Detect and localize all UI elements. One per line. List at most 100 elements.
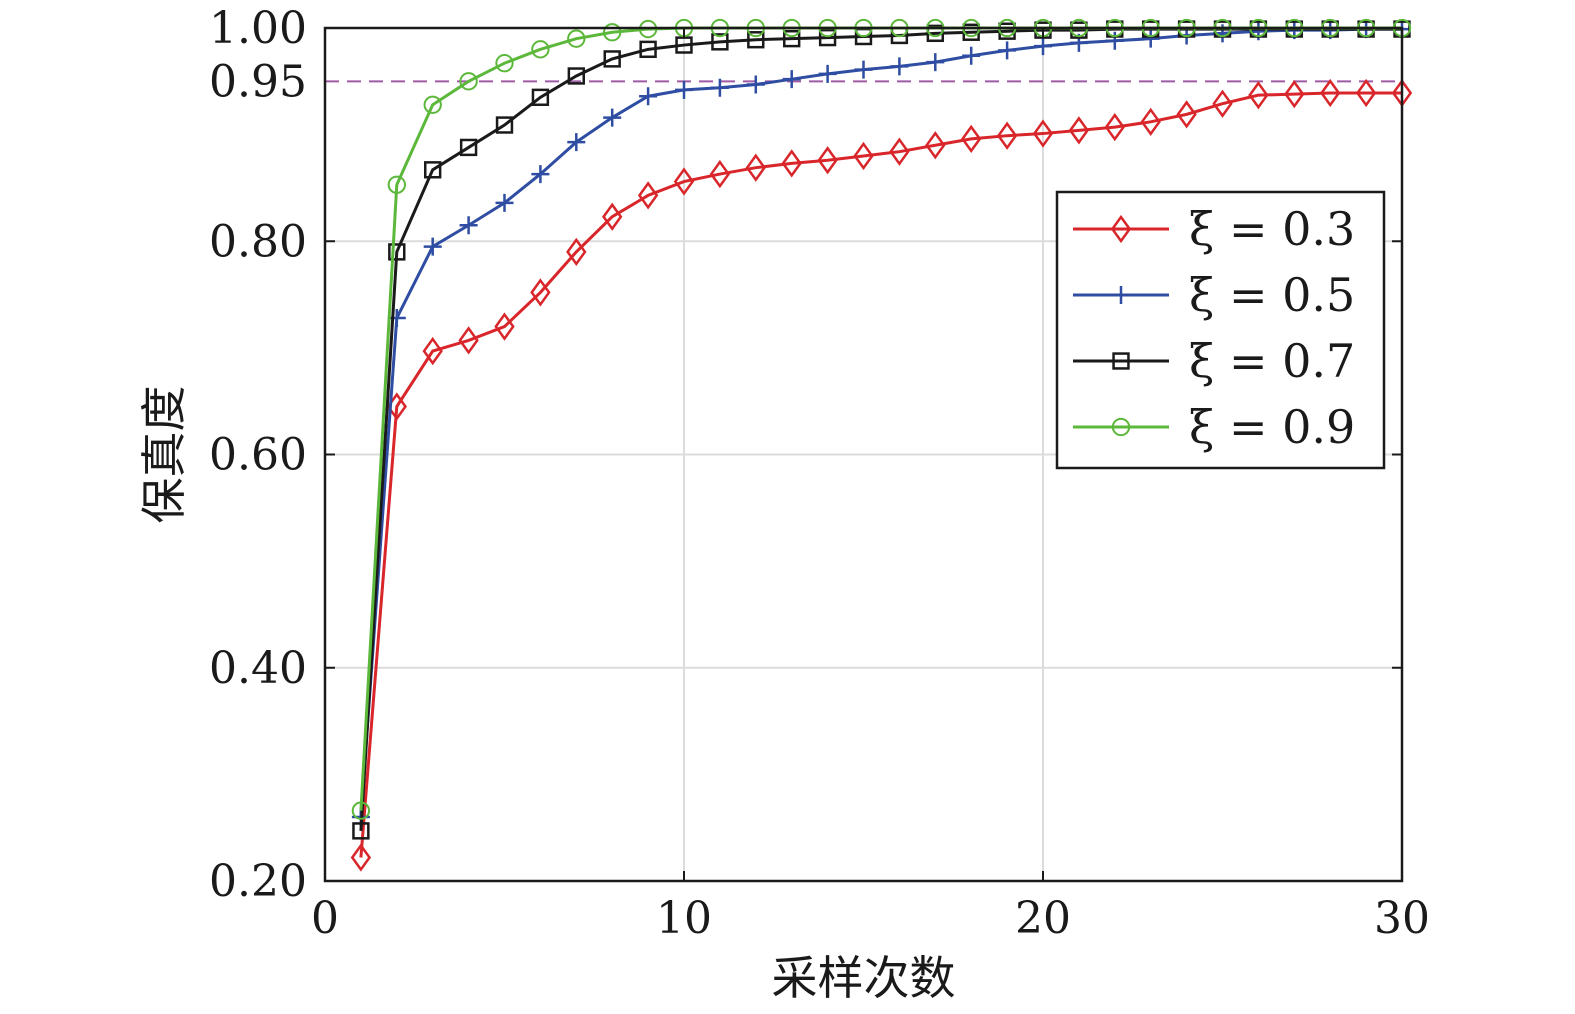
x-tick-label: 10 xyxy=(656,893,712,944)
y-tick-label: 0.95 xyxy=(209,56,307,107)
y-tick-label: 1.00 xyxy=(209,3,307,54)
series-1 xyxy=(350,78,1413,872)
marker-square xyxy=(783,29,801,48)
marker-plus xyxy=(423,237,442,256)
y-tick-label: 0.80 xyxy=(209,216,307,267)
y-tick-label: 0.40 xyxy=(209,643,307,694)
marker-diamond xyxy=(637,181,659,210)
marker-square xyxy=(818,28,837,47)
marker-square xyxy=(567,67,585,85)
marker-diamond xyxy=(566,237,587,267)
marker-circle xyxy=(459,72,478,91)
marker-square xyxy=(531,88,550,106)
marker-circle xyxy=(387,175,406,194)
marker-square xyxy=(639,40,657,59)
marker-circle xyxy=(1111,417,1131,437)
marker-plus xyxy=(926,53,945,72)
y-tick-label: 0.60 xyxy=(209,430,307,481)
marker-circle xyxy=(351,801,371,820)
marker-diamond xyxy=(422,336,443,366)
marker-diamond xyxy=(781,149,802,178)
marker-diamond xyxy=(494,312,515,341)
marker-circle xyxy=(423,95,442,114)
x-tick-label: 20 xyxy=(1015,893,1071,944)
marker-diamond xyxy=(602,202,623,231)
marker-diamond xyxy=(709,159,731,189)
legend-item: ξ = 0.9 xyxy=(1073,400,1355,454)
marker-plus xyxy=(1141,29,1160,48)
marker-diamond xyxy=(1032,119,1054,148)
marker-plus xyxy=(854,60,873,79)
marker-plus xyxy=(962,46,981,65)
legend-label: ξ = 0.9 xyxy=(1189,400,1355,454)
legend-box xyxy=(1055,190,1386,470)
marker-plus xyxy=(459,216,478,235)
marker-diamond xyxy=(1176,100,1197,129)
marker-diamond xyxy=(1284,79,1305,109)
marker-square xyxy=(603,50,621,68)
marker-diamond xyxy=(853,141,874,171)
marker-diamond xyxy=(1248,81,1269,110)
marker-square xyxy=(388,243,406,261)
marker-plus xyxy=(818,64,837,83)
marker-plus xyxy=(1034,37,1052,56)
legend-label: ξ = 0.7 xyxy=(1189,334,1355,388)
marker-diamond xyxy=(1212,89,1233,118)
marker-plus xyxy=(710,78,729,97)
marker-plus xyxy=(387,309,406,328)
marker-plus xyxy=(1105,31,1124,50)
marker-square xyxy=(495,116,514,134)
marker-square xyxy=(1112,352,1130,370)
legend-item: ξ = 0.5 xyxy=(1073,268,1355,322)
marker-circle xyxy=(531,40,550,59)
marker-diamond xyxy=(1320,78,1341,108)
marker-plus xyxy=(998,41,1017,60)
marker-diamond xyxy=(673,167,695,196)
marker-square xyxy=(711,33,729,51)
marker-plus xyxy=(603,108,622,127)
marker-diamond xyxy=(350,843,372,872)
y-tick-label: 0.20 xyxy=(209,856,307,907)
marker-diamond xyxy=(1104,113,1125,142)
marker-plus xyxy=(675,80,693,99)
marker-plus xyxy=(567,133,586,152)
x-tick-label: 30 xyxy=(1374,893,1430,944)
marker-diamond xyxy=(458,326,479,355)
legend-item: ξ = 0.7 xyxy=(1073,334,1355,388)
marker-diamond xyxy=(745,153,766,182)
x-axis-label: 采样次数 xyxy=(772,951,956,1005)
marker-diamond xyxy=(889,137,910,166)
marker-diamond xyxy=(817,146,838,175)
marker-diamond xyxy=(961,124,982,154)
legend-label: ξ = 0.5 xyxy=(1189,268,1355,322)
marker-plus xyxy=(1112,286,1130,304)
marker-plus xyxy=(890,57,909,76)
axis-ticks: 0 10 20 30 0.20 0.40 0.60 0.80 0.951.00 xyxy=(209,3,1430,944)
marker-circle xyxy=(603,23,622,42)
legend-label: ξ = 0.3 xyxy=(1189,202,1355,256)
marker-diamond xyxy=(1140,107,1161,136)
marker-circle xyxy=(495,54,514,73)
marker-diamond xyxy=(1355,78,1377,108)
marker-square xyxy=(424,161,442,179)
marker-square xyxy=(459,138,478,157)
marker-diamond xyxy=(1110,214,1132,244)
y-axis-label: 保真度 xyxy=(137,386,191,524)
marker-plus xyxy=(639,87,658,106)
marker-diamond xyxy=(1068,116,1090,145)
marker-square xyxy=(352,822,370,840)
marker-plus xyxy=(782,70,801,89)
marker-diamond xyxy=(530,278,551,307)
series-layer xyxy=(350,18,1413,872)
marker-circle xyxy=(567,29,586,48)
marker-plus xyxy=(495,193,514,212)
marker-square xyxy=(747,31,765,49)
x-tick-label: 0 xyxy=(311,893,339,944)
legend: ξ = 0.3 ξ = 0.5 ξ = 0.7 ξ = 0.9 xyxy=(1055,190,1386,470)
marker-diamond xyxy=(996,121,1018,150)
marker-diamond xyxy=(925,131,946,160)
marker-plus xyxy=(531,165,550,184)
legend-item: ξ = 0.3 xyxy=(1073,202,1355,256)
marker-plus xyxy=(746,75,765,94)
